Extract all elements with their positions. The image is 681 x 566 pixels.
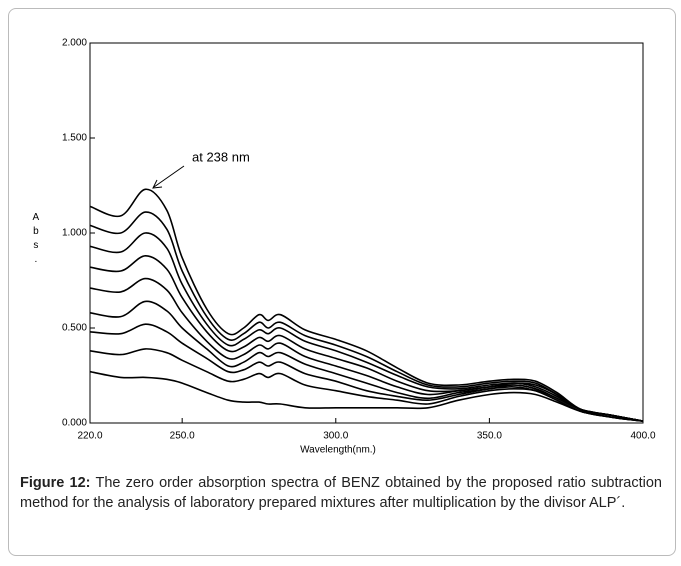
x-tick-label: 400.0 [630, 431, 655, 442]
y-axis-label: Abs. [30, 212, 41, 268]
spectrum-line [89, 254, 644, 422]
spectrum-line [89, 211, 644, 422]
spectrum-line [89, 348, 644, 422]
caption-label: Figure 12: [20, 475, 91, 491]
spectrum-line [89, 300, 644, 422]
y-tick-label: 0.500 [62, 323, 87, 334]
chart: Wavelength(nm.) Abs. at 238 nm 0.000 0.50… [30, 38, 656, 456]
plot-frame [89, 42, 644, 424]
x-tick-label: 250.0 [170, 431, 195, 442]
x-tick-label: 350.0 [477, 431, 502, 442]
spectrum-line [89, 188, 644, 422]
y-tick-label: 2.000 [62, 38, 87, 49]
caption-text: The zero order absorption spectra of BEN… [20, 475, 662, 511]
x-axis-label: Wavelength(nm.) [300, 445, 376, 456]
figure-frame [8, 8, 676, 556]
x-tick-label: 300.0 [323, 431, 348, 442]
spectrum-line [89, 323, 644, 422]
x-tick-label: 220.0 [77, 431, 102, 442]
arrow-head [152, 179, 163, 189]
annotation: at 238 nm [192, 149, 250, 164]
caption: Figure 12: The zero order absorption spe… [20, 473, 662, 513]
spectrum-line [89, 370, 644, 422]
y-tick-label: 0.000 [62, 418, 87, 429]
y-tick-label: 1.000 [62, 228, 87, 239]
spectrum-line [89, 232, 644, 422]
annotation-arrow [153, 165, 185, 188]
y-tick-label: 1.500 [62, 133, 87, 144]
